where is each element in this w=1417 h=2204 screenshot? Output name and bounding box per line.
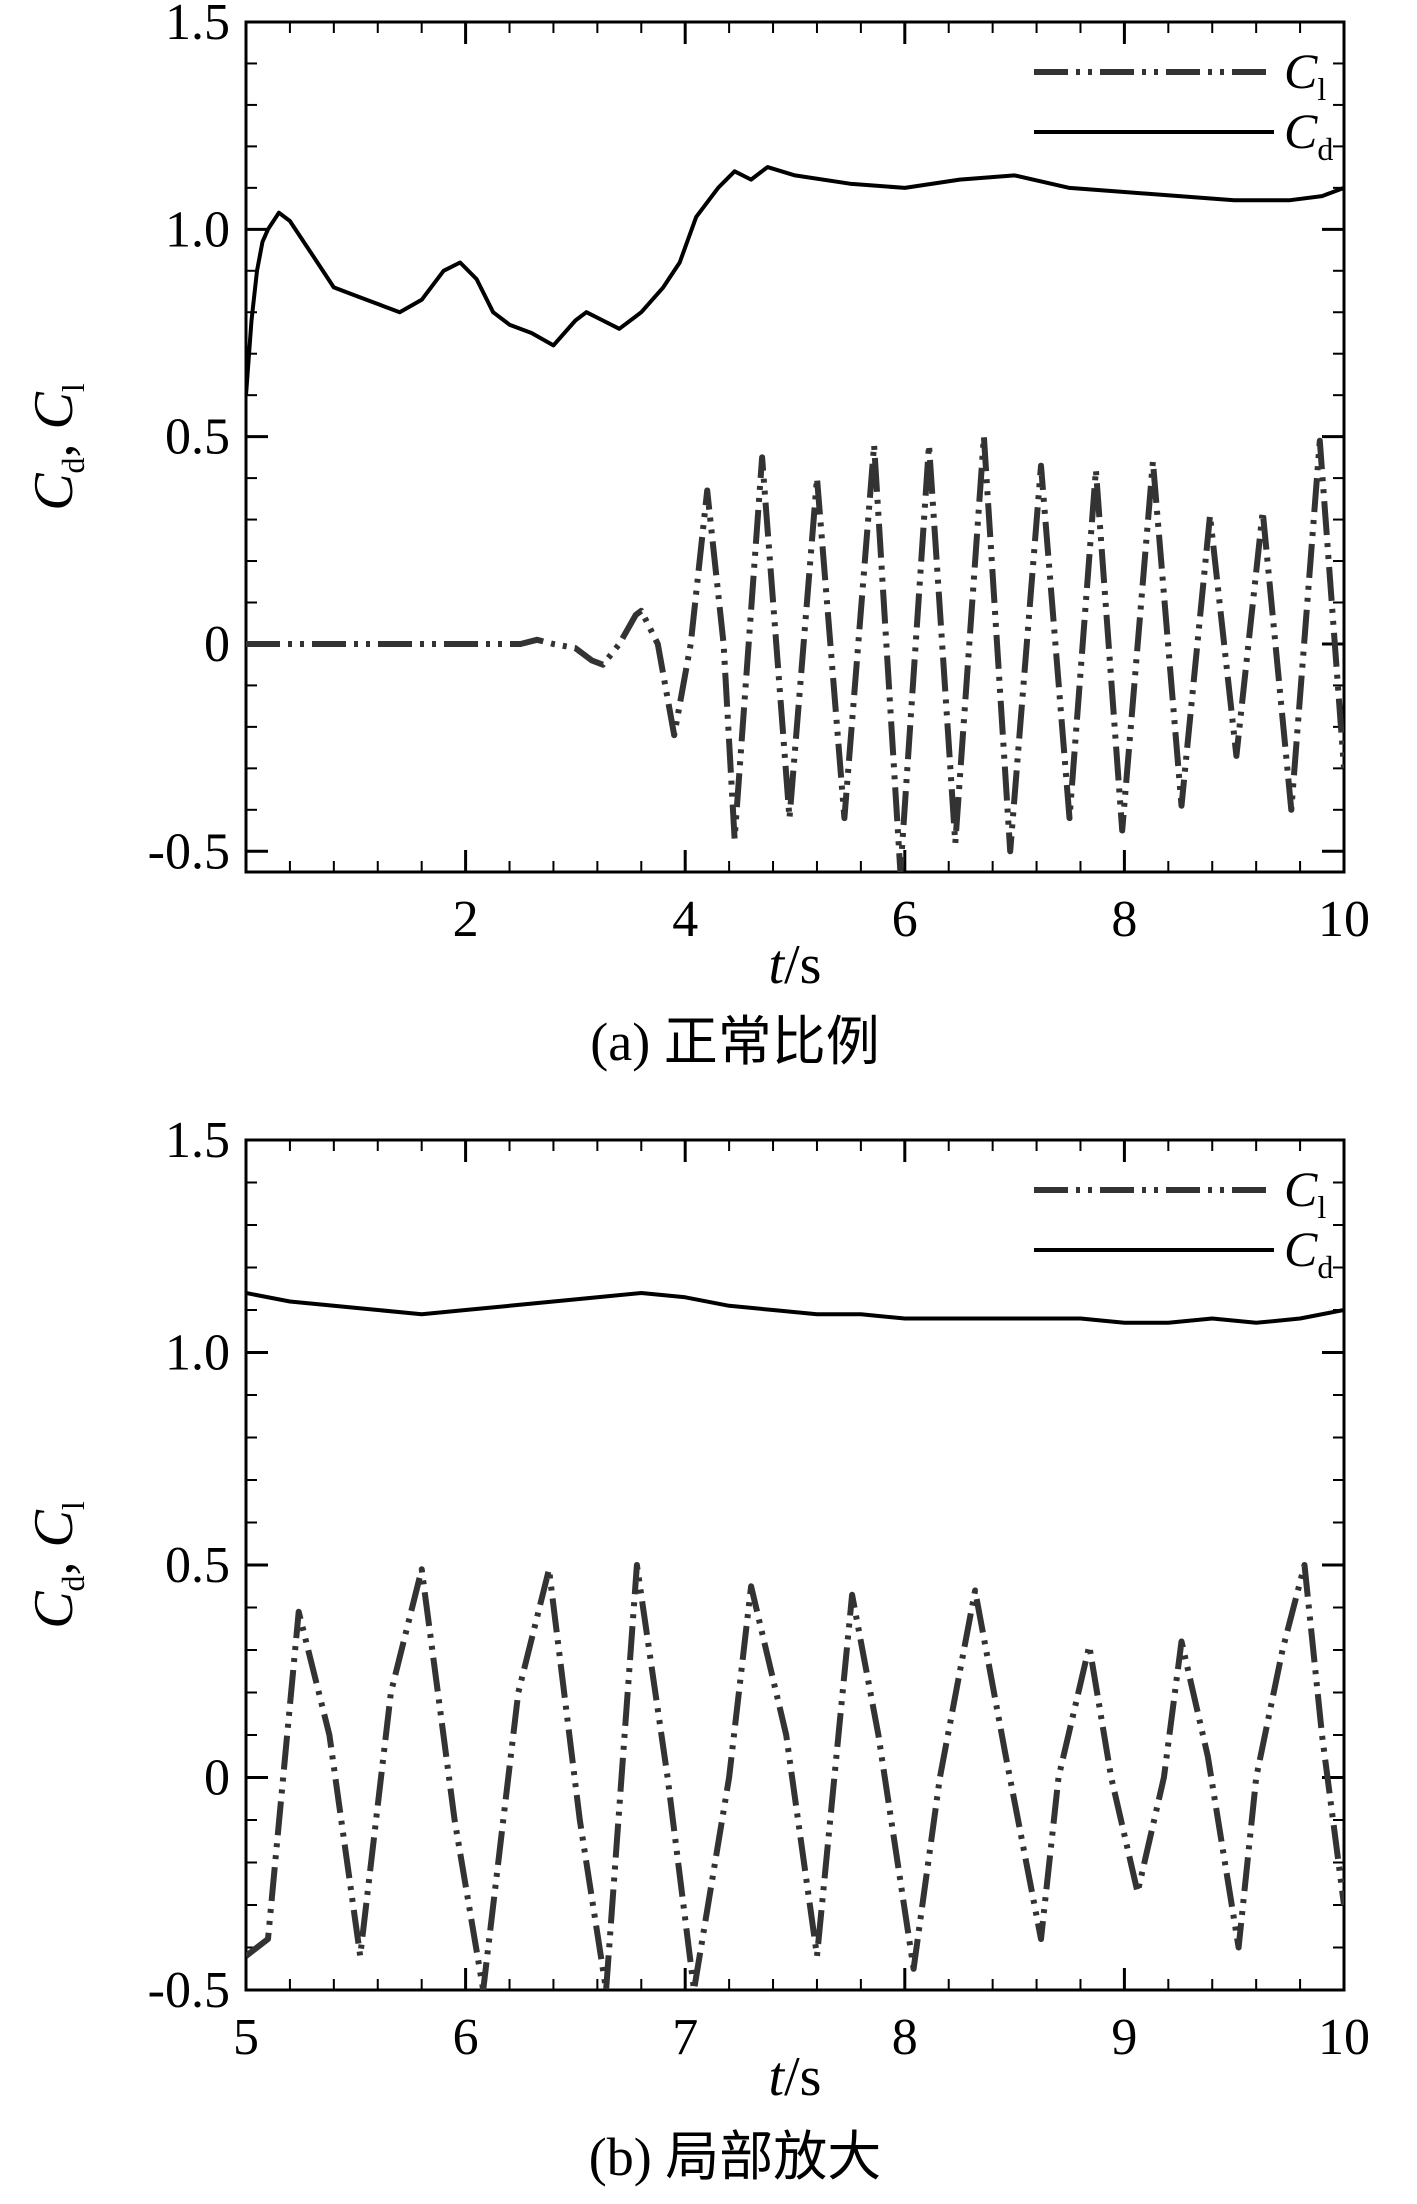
y-tick-label: -0.5 <box>148 1962 230 2019</box>
panel-caption: (a) 正常比例 <box>590 1012 879 1072</box>
legend-label-cd: Cd <box>1284 1221 1333 1285</box>
y-tick-label: 1.0 <box>165 201 230 258</box>
series-line-cl <box>246 433 1344 872</box>
x-tick-label: 9 <box>1111 2009 1137 2066</box>
y-tick-label: 0.5 <box>165 1537 230 1594</box>
x-tick-label: 10 <box>1318 891 1370 948</box>
legend-label-cd: Cd <box>1284 103 1333 167</box>
x-tick-label: 4 <box>672 891 698 948</box>
panel-caption: (b) 局部放大 <box>589 2127 881 2187</box>
series-line-cd <box>246 165 1344 396</box>
y-axis-title: Cd, Cl <box>23 383 91 511</box>
y-tick-label: -0.5 <box>148 823 230 880</box>
x-tick-label: 10 <box>1318 2009 1370 2066</box>
y-tick-label: 1.5 <box>165 1112 230 1169</box>
y-tick-label: 1.0 <box>165 1325 230 1382</box>
x-tick-label: 5 <box>233 2009 259 2066</box>
x-axis-title: t/s <box>769 2046 822 2108</box>
x-tick-label: 8 <box>1111 891 1137 948</box>
series-line-cd <box>246 1291 1344 1325</box>
x-axis-title: t/s <box>769 934 822 996</box>
y-tick-label: 0 <box>204 616 230 673</box>
x-tick-label: 6 <box>892 891 918 948</box>
legend-label-cl: Cl <box>1284 1161 1326 1225</box>
y-tick-label: 1.5 <box>165 0 230 51</box>
x-tick-label: 8 <box>892 2009 918 2066</box>
x-tick-label: 6 <box>453 2009 479 2066</box>
y-tick-label: 0 <box>204 1750 230 1807</box>
y-axis-title: Cd, Cl <box>23 1501 91 1629</box>
plot-frame <box>244 1138 1346 1992</box>
x-tick-label: 2 <box>453 891 479 948</box>
series-line-cl <box>246 1562 1344 1990</box>
y-tick-label: 0.5 <box>165 409 230 466</box>
legend-label-cl: Cl <box>1284 43 1326 107</box>
plot-frame <box>244 20 1346 874</box>
x-tick-label: 7 <box>672 2009 698 2066</box>
